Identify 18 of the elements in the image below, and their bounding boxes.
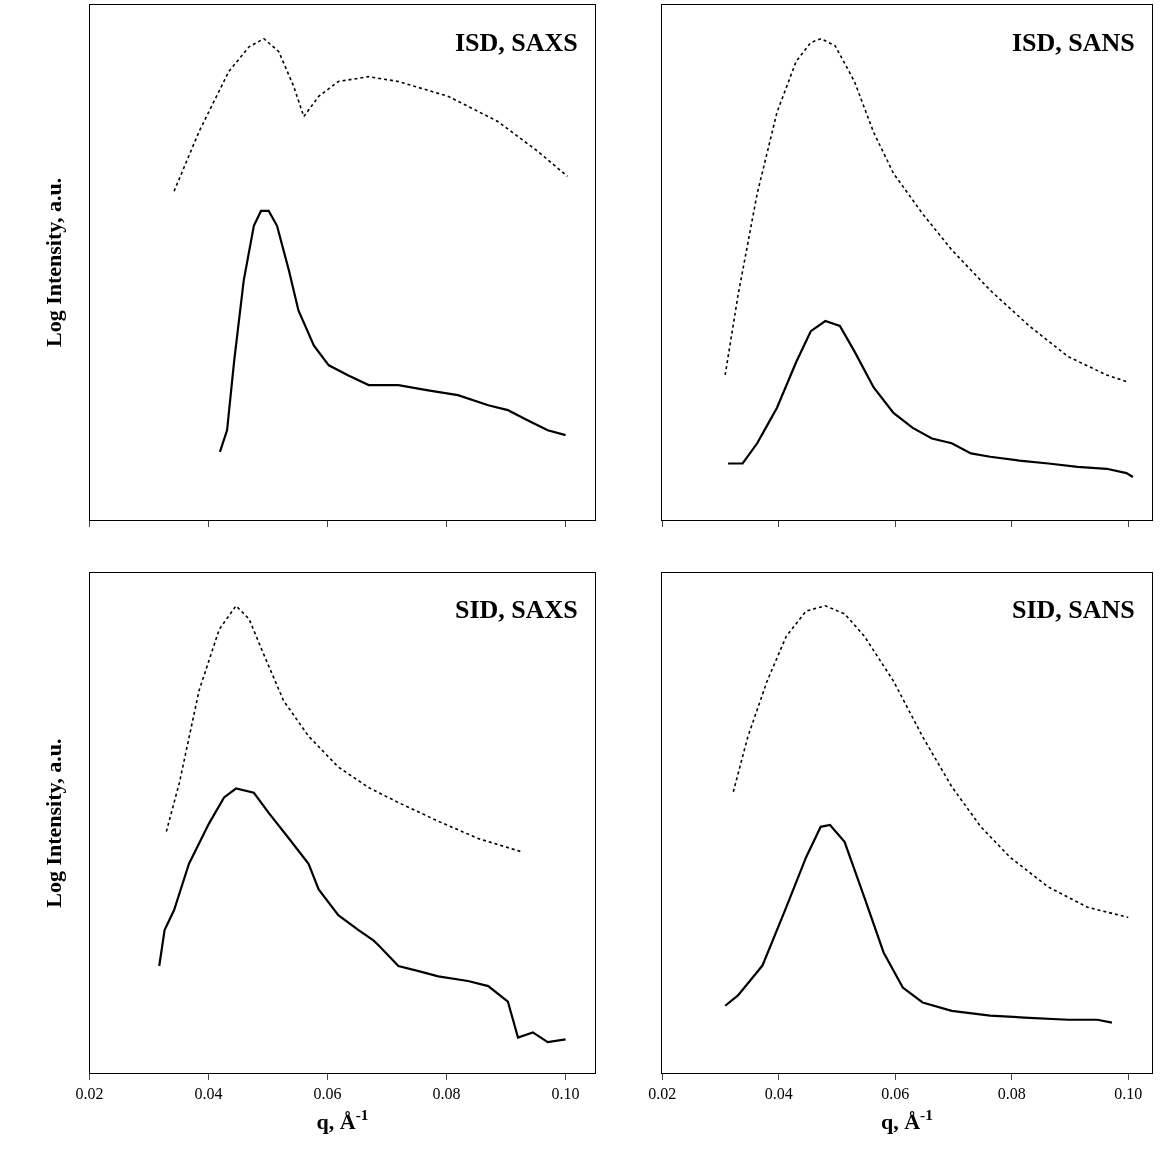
x-tick-label: 0.06 — [313, 1085, 342, 1103]
x-tick-label: 0.06 — [881, 1085, 910, 1103]
x-tick-label: 0.10 — [551, 1085, 580, 1103]
chart-title: ISD, SANS — [1012, 28, 1135, 57]
y-axis-title: Log Intensity, a.u. — [41, 177, 67, 348]
x-tick-label: 0.02 — [75, 1085, 104, 1103]
x-tick-label: 0.04 — [764, 1085, 793, 1103]
chart-title: SID, SANS — [1012, 595, 1135, 624]
x-tick-label: 0.02 — [648, 1085, 677, 1103]
y-axis-title: Log Intensity, a.u. — [41, 738, 67, 908]
chart-title: ISD, SAXS — [455, 28, 578, 57]
x-axis-title: q, Å$^{-1}$ — [880, 1105, 933, 1135]
x-tick-label: 0.08 — [997, 1085, 1026, 1103]
x-axis-title: q, Å$^{-1}$ — [316, 1105, 369, 1135]
x-tick-label: 0.08 — [432, 1085, 461, 1103]
chart-title: SID, SAXS — [455, 595, 578, 624]
x-tick-label: 0.10 — [1114, 1085, 1143, 1103]
x-tick-label: 0.04 — [194, 1085, 223, 1103]
